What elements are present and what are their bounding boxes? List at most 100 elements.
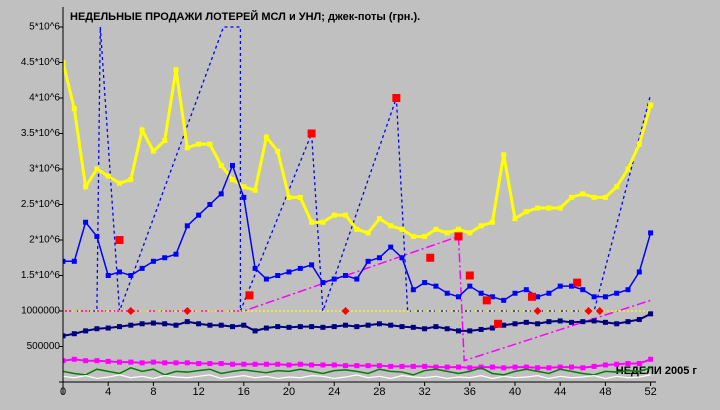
x-tick-label: 36 — [464, 386, 476, 398]
marker — [489, 219, 495, 225]
marker — [241, 361, 247, 367]
marker — [456, 294, 462, 300]
marker — [83, 184, 89, 190]
marker — [465, 271, 474, 280]
marker — [307, 129, 316, 138]
marker — [365, 363, 371, 369]
y-tick-label: 4*10^6 — [29, 93, 60, 104]
marker — [494, 319, 503, 328]
marker — [422, 233, 428, 239]
marker — [263, 276, 269, 282]
marker — [535, 294, 541, 300]
marker — [580, 287, 586, 293]
marker — [376, 216, 382, 222]
marker — [501, 365, 507, 371]
marker — [467, 230, 473, 236]
marker — [241, 322, 247, 328]
x-tick-label: 44 — [554, 386, 566, 398]
marker — [422, 326, 428, 332]
chart-title: НЕДЕЛЬНЫЕ ПРОДАЖИ ЛОТЕРЕЙ МСЛ и УНЛ; дже… — [70, 10, 420, 23]
marker — [117, 324, 123, 330]
x-tick-label: 4 — [105, 386, 111, 398]
marker — [150, 148, 156, 154]
marker — [535, 205, 541, 211]
x-tick-label: 28 — [373, 386, 385, 398]
marker — [63, 358, 66, 364]
marker — [602, 194, 608, 200]
marker — [297, 265, 303, 271]
marker — [241, 194, 247, 200]
marker — [286, 269, 292, 275]
marker — [83, 219, 89, 225]
marker — [501, 152, 507, 158]
marker — [275, 324, 281, 330]
marker — [512, 290, 518, 296]
marker — [94, 358, 100, 364]
marker — [115, 236, 124, 244]
marker — [410, 287, 416, 293]
marker — [331, 276, 337, 282]
series-line — [63, 374, 651, 380]
marker — [591, 194, 597, 200]
marker — [478, 326, 484, 332]
marker — [341, 307, 350, 315]
marker — [162, 138, 168, 144]
marker — [614, 290, 620, 296]
marker — [252, 187, 258, 193]
marker — [343, 273, 349, 278]
marker — [139, 360, 145, 366]
marker — [63, 333, 66, 339]
marker — [230, 361, 236, 367]
marker — [354, 276, 360, 282]
x-tick-label: 32 — [418, 386, 430, 398]
marker — [625, 319, 631, 325]
y-tick-label: 2.5*10^6 — [21, 199, 61, 210]
marker — [184, 360, 190, 366]
marker — [489, 294, 495, 300]
marker — [557, 318, 563, 324]
marker — [512, 216, 518, 222]
marker — [478, 223, 484, 229]
marker — [433, 283, 439, 289]
marker — [523, 287, 529, 293]
marker — [354, 226, 360, 232]
marker — [230, 162, 236, 168]
marker — [444, 326, 450, 332]
marker — [527, 292, 536, 301]
marker — [320, 324, 326, 330]
marker — [286, 324, 292, 330]
marker — [196, 141, 202, 147]
marker — [454, 232, 463, 241]
marker — [184, 319, 190, 325]
marker — [128, 177, 134, 183]
marker — [636, 317, 642, 323]
marker — [331, 362, 337, 368]
marker — [625, 361, 631, 367]
marker — [150, 258, 156, 264]
marker — [546, 290, 552, 296]
marker — [218, 361, 224, 367]
marker — [365, 258, 371, 264]
marker — [297, 324, 303, 330]
x-tick-label: 24 — [328, 386, 340, 398]
marker — [482, 296, 491, 305]
marker — [331, 324, 337, 330]
x-tick-label: 12 — [192, 386, 204, 398]
marker — [117, 269, 123, 275]
x-tick-label: 8 — [150, 386, 156, 398]
y-tick-label: 2*10^6 — [29, 235, 60, 246]
marker — [580, 319, 586, 325]
x-tick-label: 20 — [283, 386, 295, 398]
marker — [354, 324, 360, 330]
marker — [207, 141, 213, 147]
marker — [591, 318, 597, 324]
marker — [354, 363, 360, 369]
marker — [648, 311, 654, 317]
marker — [410, 363, 416, 369]
marker — [569, 194, 575, 200]
marker — [648, 230, 654, 236]
y-tick-label: 5*10^6 — [29, 22, 60, 33]
marker — [489, 364, 495, 370]
marker — [275, 273, 281, 278]
marker — [343, 212, 349, 218]
